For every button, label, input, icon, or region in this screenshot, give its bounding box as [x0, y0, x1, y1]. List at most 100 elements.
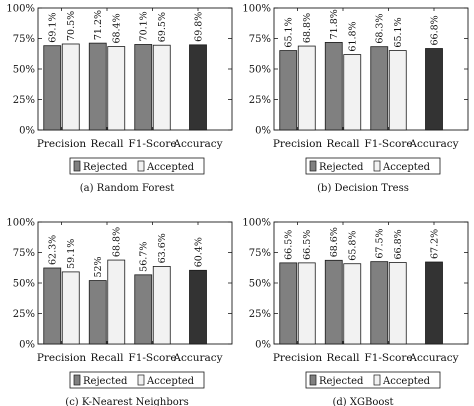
legend-swatch — [137, 160, 145, 172]
bar — [61, 271, 80, 345]
data-label: 52% — [93, 256, 104, 277]
chart-panel-2: 0% 25% 50% 75% 100% Precision 65.1% 68.8% Recall… — [242, 4, 469, 194]
bar — [152, 266, 171, 345]
legend-label: Rejected — [83, 376, 128, 387]
bar — [425, 48, 443, 131]
bar — [189, 44, 207, 131]
y-tick-label: 75% — [249, 248, 271, 259]
legend-swatch — [137, 374, 145, 386]
legend-label: Accepted — [382, 162, 431, 173]
data-label: 66.5% — [302, 230, 313, 260]
x-tick-label: Precision — [273, 138, 323, 150]
y-tick-label: 50% — [249, 65, 271, 76]
data-label: 66.8% — [393, 229, 404, 259]
bar — [88, 42, 107, 131]
subfigure-caption: (b) Decision Tress — [317, 183, 409, 194]
legend-swatch — [73, 374, 81, 386]
y-tick-label: 50% — [249, 279, 271, 290]
x-tick-label: Precision — [37, 138, 87, 150]
bar — [343, 54, 362, 131]
data-label: 65.8% — [348, 231, 359, 261]
x-tick-label: F1-Score — [128, 138, 176, 150]
data-label: 68.6% — [329, 227, 340, 257]
bar — [297, 45, 316, 131]
legend-label: Rejected — [319, 376, 364, 387]
x-tick-label: F1-Score — [128, 352, 176, 364]
legend-label: Accepted — [146, 162, 195, 173]
y-tick-label: 50% — [13, 65, 35, 76]
bar — [134, 274, 153, 345]
x-tick-label: Recall — [91, 138, 125, 150]
bar — [61, 43, 80, 131]
data-label: 71.8% — [329, 9, 340, 39]
y-tick-label: 100% — [6, 218, 35, 229]
bar — [43, 45, 62, 131]
legend — [305, 371, 441, 389]
data-label: 69.8% — [194, 12, 205, 42]
y-tick-label: 25% — [249, 95, 271, 106]
y-tick-label: 100% — [242, 218, 271, 229]
y-tick-label: 100% — [6, 4, 35, 15]
subfigure-caption: (c) K-Nearest Neighbors — [65, 397, 188, 406]
data-label: 68.8% — [112, 227, 123, 257]
bar — [88, 280, 107, 345]
legend-label: Rejected — [83, 162, 128, 173]
y-tick-label: 75% — [13, 34, 35, 45]
bar — [134, 44, 153, 131]
chart-panel-4: 0% 25% 50% 75% 100% Precision 66.5% 66.5% Recall… — [242, 218, 469, 406]
x-tick-label: Recall — [327, 138, 361, 150]
legend-label: Rejected — [319, 162, 364, 173]
legend-swatch — [309, 160, 317, 172]
bar — [107, 46, 126, 131]
bar — [370, 46, 389, 131]
x-tick-label: Accuracy — [172, 138, 222, 150]
legend-swatch — [309, 374, 317, 386]
legend — [305, 157, 441, 175]
legend-label: Accepted — [146, 376, 195, 387]
data-label: 59.1% — [66, 239, 77, 269]
bar — [388, 262, 407, 345]
data-label: 60.4% — [194, 237, 205, 267]
data-label: 66.8% — [430, 15, 441, 45]
data-label: 68.8% — [302, 13, 313, 43]
y-tick-label: 25% — [13, 309, 35, 320]
data-label: 68.3% — [375, 13, 386, 43]
data-label: 65.1% — [393, 17, 404, 47]
bar — [43, 267, 62, 345]
x-tick-label: Accuracy — [408, 138, 458, 150]
chart-panel-1: 0% 25% 50% 75% 100% Precision 69.1% 70.5% Recall… — [6, 4, 233, 194]
legend — [69, 157, 205, 175]
y-tick-label: 0% — [19, 340, 35, 351]
y-tick-label: 25% — [249, 309, 271, 320]
legend-swatch — [373, 160, 381, 172]
bar — [324, 42, 343, 131]
data-label: 70.5% — [66, 11, 77, 41]
data-label: 71.2% — [93, 10, 104, 40]
y-tick-label: 50% — [13, 279, 35, 290]
data-label: 62.3% — [48, 235, 59, 265]
y-tick-label: 0% — [255, 340, 271, 351]
y-tick-label: 0% — [255, 126, 271, 137]
data-label: 65.1% — [284, 17, 295, 47]
subfigure-caption: (a) Random Forest — [80, 183, 174, 194]
data-label: 63.6% — [157, 233, 168, 263]
data-label: 67.2% — [430, 229, 441, 259]
x-tick-label: F1-Score — [364, 352, 412, 364]
bar — [279, 262, 298, 345]
x-tick-label: F1-Score — [364, 138, 412, 150]
bar — [425, 261, 443, 345]
bar — [370, 261, 389, 345]
x-tick-label: Recall — [327, 352, 361, 364]
x-tick-label: Precision — [37, 352, 87, 364]
x-tick-label: Recall — [91, 352, 125, 364]
data-label: 56.7% — [139, 242, 150, 272]
y-tick-label: 0% — [19, 126, 35, 137]
legend-swatch — [373, 374, 381, 386]
y-tick-label: 75% — [249, 34, 271, 45]
data-label: 69.5% — [157, 12, 168, 42]
data-label: 68.4% — [112, 13, 123, 43]
bar — [279, 50, 298, 131]
bar — [107, 259, 126, 345]
bar — [388, 50, 407, 131]
